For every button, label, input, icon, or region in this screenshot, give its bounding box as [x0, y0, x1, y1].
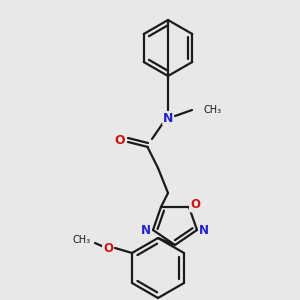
Text: CH₃: CH₃ — [73, 235, 91, 245]
Text: O: O — [190, 199, 200, 212]
Text: N: N — [199, 224, 209, 236]
Text: N: N — [141, 224, 151, 236]
Text: O: O — [103, 242, 113, 254]
Text: N: N — [163, 112, 173, 124]
Text: O: O — [115, 134, 125, 146]
Text: CH₃: CH₃ — [203, 105, 221, 115]
